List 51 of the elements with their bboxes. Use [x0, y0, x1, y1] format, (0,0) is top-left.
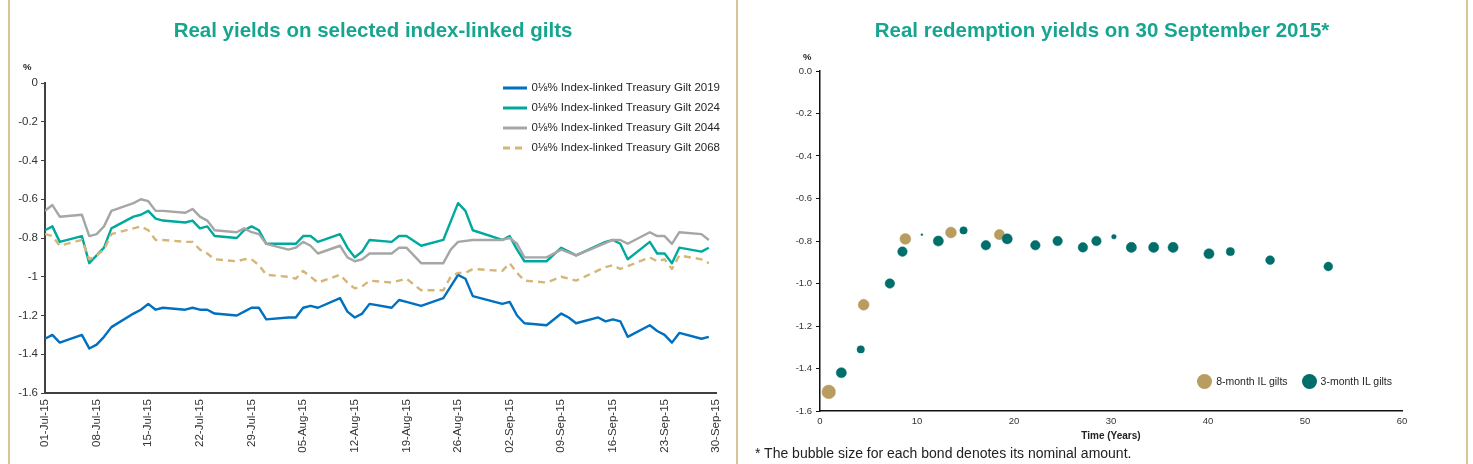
- y-tick-label: -0.6: [18, 192, 38, 205]
- y-tick-label: -0.2: [795, 107, 812, 119]
- x-tick-label: 05-Aug-15: [296, 399, 309, 453]
- y-tick-label: -1.6: [18, 386, 38, 399]
- x-tick-label: 15-Jul-15: [141, 399, 154, 447]
- x-tick-label: 30-Sep-15: [709, 399, 722, 453]
- y-tick-label: -0.6: [795, 192, 812, 204]
- x-tick-label: 30: [1105, 415, 1117, 427]
- x-tick-label: 22-Jul-15: [193, 399, 206, 447]
- legend-label: 8-month IL gilts: [1216, 374, 1288, 387]
- y-tick-label: -0.8: [795, 234, 812, 246]
- chart-title: Real yields on selected index-linked gilts: [172, 18, 574, 41]
- y-tick-label: -1.6: [795, 404, 812, 416]
- legend-label: 0⅛% Index-linked Treasury Gilt 2068: [531, 141, 720, 154]
- x-tick-label: 29-Jul-15: [244, 399, 257, 447]
- y-tick-label: -1.2: [795, 319, 812, 331]
- y-tick-label: -1: [27, 269, 38, 282]
- legend-label: 0⅛% Index-linked Treasury Gilt 2024: [531, 101, 720, 114]
- y-tick-label: -1.4: [18, 347, 39, 360]
- y-axis-title: %: [23, 61, 32, 72]
- x-axis-title: Time (Years): [1080, 430, 1142, 441]
- x-tick-label: 20: [1008, 415, 1020, 427]
- y-tick-label: -0.8: [18, 231, 38, 244]
- y-tick-label: 0.0: [798, 64, 812, 76]
- x-tick-label: 08-Jul-15: [89, 399, 102, 447]
- x-tick-label: 19-Aug-15: [399, 399, 412, 453]
- legend-label: 0⅛% Index-linked Treasury Gilt 2044: [531, 121, 720, 134]
- x-tick-label: 16-Sep-15: [606, 399, 619, 453]
- x-tick-label: 0: [817, 415, 823, 427]
- y-tick-label: -0.4: [18, 153, 39, 166]
- y-tick-label: -0.4: [795, 149, 812, 161]
- legend-label: 0⅛% Index-linked Treasury Gilt 2019: [531, 81, 720, 94]
- x-tick-label: 12-Aug-15: [347, 399, 360, 453]
- x-tick-label: 40: [1202, 415, 1214, 427]
- x-tick-label: 02-Sep-15: [502, 399, 515, 453]
- y-tick-label: 0: [31, 76, 38, 89]
- x-tick-label: 01-Jul-15: [38, 399, 51, 447]
- legend-label: 3-month IL gilts: [1320, 374, 1392, 387]
- x-tick-label: 09-Sep-15: [554, 399, 567, 453]
- y-tick-label: -1.4: [795, 362, 812, 374]
- y-tick-label: -1.0: [795, 277, 812, 289]
- x-tick-label: 50: [1299, 415, 1311, 427]
- x-tick-label: 60: [1396, 415, 1408, 427]
- x-tick-label: 26-Aug-15: [451, 399, 464, 453]
- y-tick-label: -0.2: [18, 114, 38, 127]
- y-tick-label: -1.2: [18, 308, 38, 321]
- x-tick-label: 23-Sep-15: [657, 399, 670, 453]
- y-axis-title: %: [803, 51, 812, 62]
- chart-title: Real redemption yields on 30 September 2015*: [873, 18, 1331, 41]
- x-tick-label: 10: [911, 415, 923, 427]
- text: * The bubble size for each bond denotes its nominal amount.: [755, 445, 1132, 462]
